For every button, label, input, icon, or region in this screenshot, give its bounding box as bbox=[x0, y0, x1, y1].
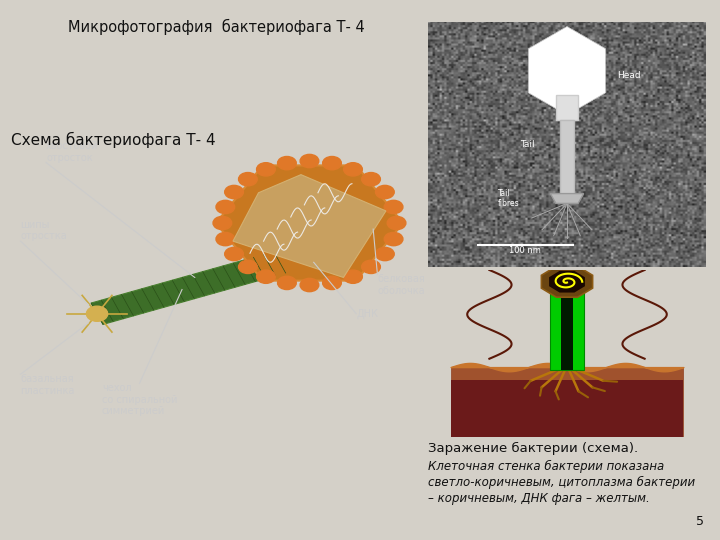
Circle shape bbox=[213, 217, 232, 230]
Circle shape bbox=[343, 270, 362, 284]
Text: Схема бактериофага Т- 4: Схема бактериофага Т- 4 bbox=[11, 132, 215, 149]
Bar bbox=[451, 367, 683, 437]
Text: – коричневым, ДНК фага – желтым.: – коричневым, ДНК фага – желтым. bbox=[428, 492, 650, 505]
Text: чехол
со спиральной
симметрией: чехол со спиральной симметрией bbox=[102, 383, 177, 416]
Circle shape bbox=[361, 260, 380, 273]
Circle shape bbox=[323, 276, 341, 289]
Polygon shape bbox=[216, 165, 403, 281]
Text: Клеточная стенка бактерии показана: Клеточная стенка бактерии показана bbox=[428, 460, 665, 473]
Text: Микрофотография  бактериофага Т- 4: Микрофотография бактериофага Т- 4 bbox=[68, 19, 364, 35]
Circle shape bbox=[216, 200, 235, 214]
Bar bbox=[562, 287, 572, 370]
Polygon shape bbox=[528, 26, 606, 115]
Text: белковая
оболочка: белковая оболочка bbox=[377, 274, 426, 296]
Circle shape bbox=[384, 200, 403, 214]
Text: 5: 5 bbox=[696, 515, 704, 528]
Text: хвостовой
отросток: хвостовой отросток bbox=[46, 141, 99, 163]
Circle shape bbox=[256, 163, 275, 176]
Text: 100 nm: 100 nm bbox=[510, 246, 541, 255]
Polygon shape bbox=[550, 194, 584, 204]
Circle shape bbox=[278, 157, 296, 170]
Polygon shape bbox=[233, 174, 386, 278]
Text: шипы
отростка: шипы отростка bbox=[21, 220, 68, 241]
Bar bbox=[556, 95, 578, 120]
Circle shape bbox=[238, 173, 257, 186]
Bar bbox=[560, 120, 574, 194]
Text: Head: Head bbox=[617, 71, 641, 80]
Text: базальная
пластинка: базальная пластинка bbox=[21, 374, 75, 396]
Circle shape bbox=[384, 232, 403, 246]
Polygon shape bbox=[549, 271, 585, 293]
Polygon shape bbox=[91, 252, 286, 325]
Text: Заражение бактерии (схема).: Заражение бактерии (схема). bbox=[428, 442, 639, 455]
Text: светло-коричневым, цитоплазма бактерии: светло-коричневым, цитоплазма бактерии bbox=[428, 476, 696, 489]
Text: Tail: Tail bbox=[520, 140, 534, 149]
Circle shape bbox=[216, 232, 235, 246]
Bar bbox=[451, 381, 683, 437]
Text: Tail
fibres: Tail fibres bbox=[498, 189, 519, 208]
Circle shape bbox=[361, 173, 380, 186]
Circle shape bbox=[86, 306, 108, 321]
Circle shape bbox=[225, 185, 243, 199]
Circle shape bbox=[238, 260, 257, 273]
Circle shape bbox=[278, 276, 296, 289]
Text: ДНК: ДНК bbox=[356, 309, 378, 319]
Circle shape bbox=[376, 247, 395, 261]
Circle shape bbox=[300, 154, 319, 168]
Circle shape bbox=[387, 217, 406, 230]
Circle shape bbox=[323, 157, 341, 170]
Circle shape bbox=[300, 278, 319, 292]
Bar bbox=[550, 287, 584, 370]
Circle shape bbox=[376, 185, 395, 199]
Circle shape bbox=[256, 270, 275, 284]
Circle shape bbox=[225, 247, 243, 261]
Polygon shape bbox=[541, 266, 593, 297]
Circle shape bbox=[343, 163, 362, 176]
